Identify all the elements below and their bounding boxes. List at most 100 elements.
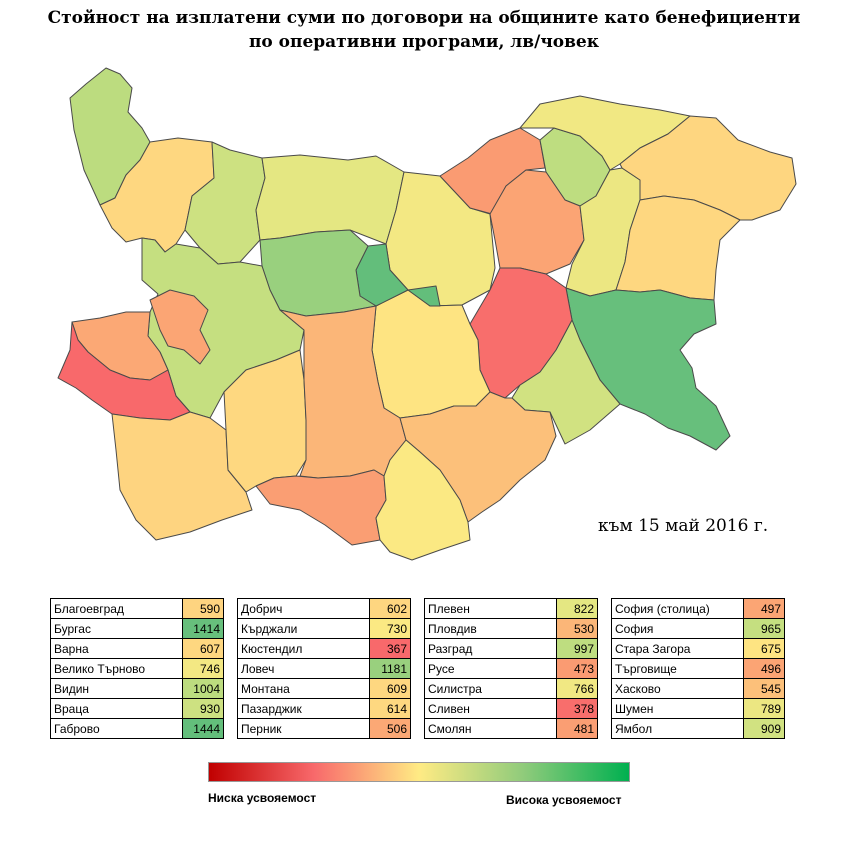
legend-row: Пазарджик 614 bbox=[237, 698, 411, 719]
region-name: Кърджали bbox=[237, 618, 370, 639]
region-name: Шумен bbox=[611, 698, 744, 719]
legend-row: Габрово 1444 bbox=[50, 718, 224, 739]
region-name: Варна bbox=[50, 638, 183, 659]
region-name: Перник bbox=[237, 718, 370, 739]
scale-low-label: Ниска усвояемост bbox=[208, 791, 317, 805]
region-value: 822 bbox=[556, 598, 598, 619]
region-name: Стара Загора bbox=[611, 638, 744, 659]
region-name: Враца bbox=[50, 698, 183, 719]
region-value: 909 bbox=[743, 718, 785, 739]
legend-row: Ямбол 909 bbox=[611, 718, 785, 739]
legend-row: София (столица) 497 bbox=[611, 598, 785, 619]
legend-row: Монтана 609 bbox=[237, 678, 411, 699]
region-name: Добрич bbox=[237, 598, 370, 619]
legend-row: Видин 1004 bbox=[50, 678, 224, 699]
legend-row: Русе 473 bbox=[424, 658, 598, 679]
legend-row: Ловеч 1181 bbox=[237, 658, 411, 679]
region-smolyan[interactable] bbox=[255, 469, 387, 546]
region-name: София bbox=[611, 618, 744, 639]
legend-row: Стара Загора 675 bbox=[611, 638, 785, 659]
region-value: 481 bbox=[556, 718, 598, 739]
region-value: 473 bbox=[556, 658, 598, 679]
region-value: 789 bbox=[743, 698, 785, 719]
region-value: 965 bbox=[743, 618, 785, 639]
bulgaria-map bbox=[57, 67, 797, 561]
legend-row: Враца 930 bbox=[50, 698, 224, 719]
region-value: 506 bbox=[369, 718, 411, 739]
legend-row: Пловдив 530 bbox=[424, 618, 598, 639]
legend-row: Хасково 545 bbox=[611, 678, 785, 699]
region-name: Русе bbox=[424, 658, 557, 679]
region-value: 675 bbox=[743, 638, 785, 659]
region-name: Сливен bbox=[424, 698, 557, 719]
region-value: 602 bbox=[369, 598, 411, 619]
legend-row: Смолян 481 bbox=[424, 718, 598, 739]
region-value: 609 bbox=[369, 678, 411, 699]
region-name: Плевен bbox=[424, 598, 557, 619]
region-pleven[interactable] bbox=[255, 154, 405, 245]
legend-table-3: Плевен 822 Пловдив 530 Разград 997 Русе 473 Сили… bbox=[424, 598, 598, 739]
region-value: 367 bbox=[369, 638, 411, 659]
title-line-2: по оперативни програми, лв/човек bbox=[248, 32, 600, 52]
region-name: Смолян bbox=[424, 718, 557, 739]
legend-row: Сливен 378 bbox=[424, 698, 598, 719]
region-value: 530 bbox=[556, 618, 598, 639]
legend-row: Добрич 602 bbox=[237, 598, 411, 619]
region-value: 1414 bbox=[182, 618, 224, 639]
region-name: Монтана bbox=[237, 678, 370, 699]
region-name: Кюстендил bbox=[237, 638, 370, 659]
legend-table-2: Добрич 602 Кърджали 730 Кюстендил 367 Ловеч 118… bbox=[237, 598, 411, 739]
region-value: 545 bbox=[743, 678, 785, 699]
region-value: 1444 bbox=[182, 718, 224, 739]
legend-row: Варна 607 bbox=[50, 638, 224, 659]
legend-row: Кюстендил 367 bbox=[237, 638, 411, 659]
legend-row: Велико Търново 746 bbox=[50, 658, 224, 679]
title-line-1: Стойност на изплатени суми по договори н… bbox=[47, 8, 801, 28]
region-targovishte[interactable] bbox=[489, 169, 585, 275]
legend-row: Кърджали 730 bbox=[237, 618, 411, 639]
region-name: Видин bbox=[50, 678, 183, 699]
region-pazardzhik[interactable] bbox=[223, 349, 307, 493]
region-value: 766 bbox=[556, 678, 598, 699]
legend-row: Бургас 1414 bbox=[50, 618, 224, 639]
legend-table-1: Благоевград 590 Бургас 1414 Варна 607 Велико Т… bbox=[50, 598, 224, 739]
legend-row: Шумен 789 bbox=[611, 698, 785, 719]
region-name: Габрово bbox=[50, 718, 183, 739]
region-dobrich[interactable] bbox=[619, 115, 797, 221]
legend-row: Перник 506 bbox=[237, 718, 411, 739]
region-value: 590 bbox=[182, 598, 224, 619]
region-name: Пазарджик bbox=[237, 698, 370, 719]
region-name: Търговище bbox=[611, 658, 744, 679]
legend-row: Плевен 822 bbox=[424, 598, 598, 619]
region-name: Благоевград bbox=[50, 598, 183, 619]
region-sofia-city[interactable] bbox=[149, 289, 211, 365]
color-scale-bar bbox=[208, 762, 630, 782]
region-value: 496 bbox=[743, 658, 785, 679]
region-blagoevgrad[interactable] bbox=[111, 411, 253, 541]
region-value: 378 bbox=[556, 698, 598, 719]
region-value: 497 bbox=[743, 598, 785, 619]
legend-row: Разград 997 bbox=[424, 638, 598, 659]
legend-row: София 965 bbox=[611, 618, 785, 639]
region-value: 746 bbox=[182, 658, 224, 679]
legend-row: Търговище 496 bbox=[611, 658, 785, 679]
region-value: 930 bbox=[182, 698, 224, 719]
date-note: към 15 май 2016 г. bbox=[598, 516, 769, 536]
legend-table-4: София (столица) 497 София 965 Стара Загора 67… bbox=[611, 598, 785, 739]
region-name: Разград bbox=[424, 638, 557, 659]
region-value: 1004 bbox=[182, 678, 224, 699]
region-name: Велико Търново bbox=[50, 658, 183, 679]
region-value: 614 bbox=[369, 698, 411, 719]
legend-row: Силистра 766 bbox=[424, 678, 598, 699]
scale-high-label: Висока усвояемост bbox=[506, 793, 622, 807]
region-name: Ловеч bbox=[237, 658, 370, 679]
region-kardzhali[interactable] bbox=[375, 439, 471, 561]
region-name: София (столица) bbox=[611, 598, 744, 619]
region-value: 1181 bbox=[369, 658, 411, 679]
legend-row: Благоевград 590 bbox=[50, 598, 224, 619]
region-name: Бургас bbox=[50, 618, 183, 639]
region-stara-zagora[interactable] bbox=[371, 289, 491, 419]
region-name: Пловдив bbox=[424, 618, 557, 639]
region-name: Силистра bbox=[424, 678, 557, 699]
map-title: Стойност на изплатени суми по договори н… bbox=[0, 6, 848, 54]
